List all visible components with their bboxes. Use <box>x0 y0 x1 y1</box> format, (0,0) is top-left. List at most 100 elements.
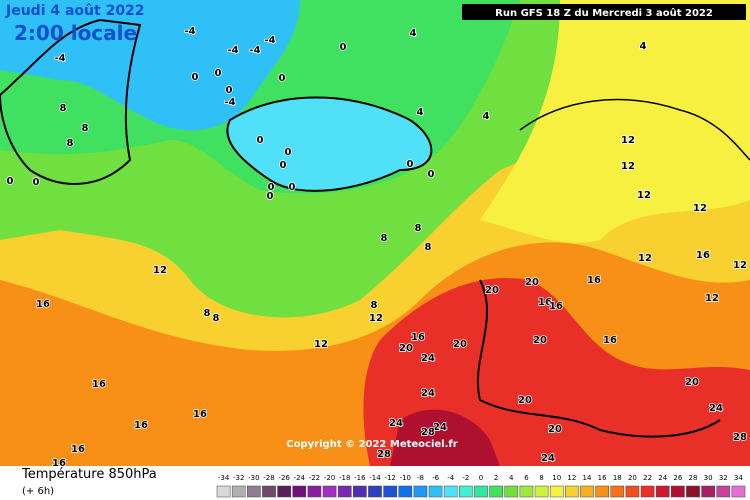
contour-label: 20 <box>548 424 562 435</box>
color-swatch <box>322 485 337 498</box>
colorbar-tick-label: 22 <box>643 474 652 482</box>
contour-label: 0 <box>280 160 287 171</box>
contour-label: 16 <box>549 301 563 312</box>
contour-label: -4 <box>249 45 260 56</box>
contour-label: 0 <box>226 85 233 96</box>
colorbar-tick-label: -22 <box>309 474 320 482</box>
color-swatch <box>337 485 352 498</box>
contour-label: 8 <box>204 308 211 319</box>
color-swatch <box>262 485 276 498</box>
contour-label: 28 <box>377 449 391 460</box>
contour-label: 12 <box>638 253 652 264</box>
contour-label: 0 <box>7 176 14 187</box>
colorbar-tick-label: -30 <box>248 474 259 482</box>
contour-label: 16 <box>52 458 66 469</box>
colorbar-tick-label: 14 <box>583 474 592 482</box>
contour-label: 4 <box>410 28 417 39</box>
colorbar-tick-label: -28 <box>263 474 274 482</box>
contour-label: 8 <box>60 103 67 114</box>
color-swatch <box>625 485 640 498</box>
contour-label: 8 <box>213 313 220 324</box>
contour-label: 20 <box>533 335 547 346</box>
colorbar-tick-label: 34 <box>734 474 743 482</box>
contour-label: 12 <box>621 135 635 146</box>
time: 2:00 locale <box>14 21 137 45</box>
contour-label: 20 <box>518 395 532 406</box>
color-swatch <box>716 485 731 498</box>
contour-label: 0 <box>285 147 292 158</box>
color-swatch <box>580 485 594 498</box>
contour-label: 8 <box>425 242 432 253</box>
contour-label: 12 <box>621 161 635 172</box>
contour-label: 0 <box>192 72 199 83</box>
color-swatch <box>686 485 700 498</box>
contour-label: 4 <box>483 111 490 122</box>
contour-label: 12 <box>153 265 167 276</box>
footer-title: Température 850hPa <box>21 467 157 482</box>
contour-label: 16 <box>36 299 50 310</box>
color-swatch <box>489 485 503 498</box>
contour-label: 16 <box>538 297 552 308</box>
contour-label: 0 <box>340 42 347 53</box>
contour-label: 24 <box>541 453 555 464</box>
contour-label: 16 <box>92 379 106 390</box>
colorbar-tick-label: 4 <box>509 474 514 482</box>
colorbar-tick-label: -12 <box>384 474 395 482</box>
contour-label: 28 <box>421 427 435 438</box>
color-swatch <box>565 485 579 498</box>
color-swatch <box>519 485 534 498</box>
contour-label: 24 <box>421 388 435 399</box>
colorbar-tick-label: 12 <box>567 474 576 482</box>
contour-label: -4 <box>184 26 195 37</box>
contour-label: 12 <box>705 293 719 304</box>
color-swatch <box>610 485 625 498</box>
contour-label: 24 <box>389 418 403 429</box>
contour-label: 8 <box>415 223 422 234</box>
contour-label: 28 <box>733 432 747 443</box>
colorbar-tick-label: -2 <box>462 474 469 482</box>
contour-label: 0 <box>215 68 222 79</box>
zone-cyan <box>226 96 433 192</box>
colorbar-tick-label: 16 <box>598 474 607 482</box>
coastline <box>519 98 750 161</box>
contour-label: 16 <box>193 409 207 420</box>
colorbar-tick-label: -26 <box>278 474 290 482</box>
colorbar-tick-label: -16 <box>354 474 366 482</box>
contour-label: 20 <box>399 343 413 354</box>
color-swatch <box>398 485 413 498</box>
contour-label: 16 <box>134 420 148 431</box>
contour-label: 16 <box>696 250 710 261</box>
color-swatch <box>534 485 549 498</box>
contour-label: 8 <box>371 300 378 311</box>
contour-label: 20 <box>685 377 699 388</box>
color-swatch <box>731 485 746 498</box>
colorbar-tick-label: -10 <box>400 474 411 482</box>
color-swatch <box>216 485 231 498</box>
contour-label: -4 <box>227 45 238 56</box>
contour-label: 0 <box>407 159 414 170</box>
color-swatch <box>443 485 458 498</box>
contour-label: 16 <box>603 335 617 346</box>
colorbar-tick-label: -4 <box>447 474 455 482</box>
colorbar-tick-label: -34 <box>218 474 230 482</box>
color-swatch <box>504 485 519 498</box>
colorbar-tick-label: 8 <box>539 474 543 482</box>
copyright: Copyright © 2022 Meteociel.fr <box>286 439 457 450</box>
color-swatch <box>595 485 609 498</box>
colorbar-tick-label: 32 <box>719 474 728 482</box>
color-swatch <box>307 485 322 498</box>
colorbar-tick-label: 26 <box>673 474 682 482</box>
contour-label: 20 <box>525 277 539 288</box>
color-swatch <box>701 485 715 498</box>
color-swatch <box>413 485 428 498</box>
contour-label: 8 <box>381 233 388 244</box>
contour-label: -4 <box>54 53 65 64</box>
contour-label: 12 <box>693 203 707 214</box>
colorbar-tick-label: -14 <box>369 474 381 482</box>
contour-label: 20 <box>453 339 467 350</box>
colorbar-tick-label: 28 <box>689 474 698 482</box>
run-box <box>462 4 746 20</box>
color-swatch <box>277 485 291 498</box>
colorbar-tick-label: -18 <box>339 474 350 482</box>
color-swatch <box>655 485 670 498</box>
